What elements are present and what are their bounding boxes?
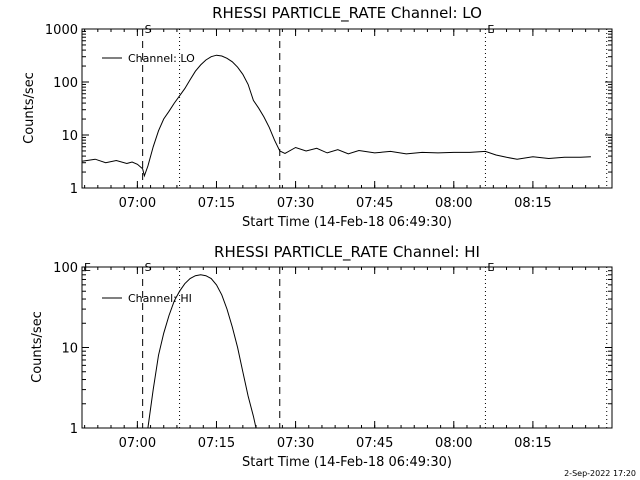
x-tick-label: 07:45 xyxy=(356,436,393,451)
tick-group: 07:00 07:15 07:30 07:45 08:00 08:15 1 10 100 xyxy=(53,261,612,451)
series-group xyxy=(81,54,591,178)
y-tick-label: 1 xyxy=(70,422,78,437)
date-stamp: 2-Sep-2022 17:20 xyxy=(564,469,636,478)
plot-frame xyxy=(81,266,613,429)
x-tick-label: 07:30 xyxy=(277,436,314,451)
lo-channel-plot: RHESSI PARTICLE_RATE Channel: LO Counts/… xyxy=(22,4,613,230)
x-tick-label: 08:00 xyxy=(435,436,472,451)
legend-label: Channel: LO xyxy=(128,52,195,65)
x-tick-label: 08:15 xyxy=(514,436,551,451)
legend: Channel: HI xyxy=(102,292,192,305)
x-tick-label: 07:00 xyxy=(119,436,156,451)
y-tick-label: 100 xyxy=(53,261,78,276)
x-axis-title: Start Time (14-Feb-18 06:49:30) xyxy=(242,455,452,470)
x-tick-label: 07:15 xyxy=(198,436,235,451)
y-tick-label: 1 xyxy=(70,182,78,197)
plot-title: RHESSI PARTICLE_RATE Channel: LO xyxy=(212,4,482,23)
y-tick-label: 10 xyxy=(61,342,78,357)
hi-channel-plot: RHESSI PARTICLE_RATE Channel: HI Counts/… xyxy=(30,243,613,470)
x-tick-label: 07:30 xyxy=(277,196,314,211)
series-line xyxy=(81,54,591,178)
x-tick-label: 07:45 xyxy=(356,196,393,211)
x-tick-label: 07:00 xyxy=(119,196,156,211)
x-tick-label: 08:00 xyxy=(435,196,472,211)
y-axis-title: Counts/sec xyxy=(30,311,45,383)
x-axis-title: Start Time (14-Feb-18 06:49:30) xyxy=(242,215,452,230)
tick-group: 07:00 07:15 07:30 07:45 08:00 08:15 1 10 100 1000 xyxy=(45,23,612,211)
legend: Channel: LO xyxy=(102,52,195,65)
y-tick-label: 1000 xyxy=(45,23,78,38)
series-group xyxy=(147,274,257,429)
plot-frame xyxy=(81,28,613,189)
x-tick-label: 08:15 xyxy=(514,196,551,211)
series-line xyxy=(147,274,257,429)
y-tick-label: 100 xyxy=(53,76,78,91)
y-tick-label: 10 xyxy=(61,129,78,144)
x-tick-label: 07:15 xyxy=(198,196,235,211)
plot-title: RHESSI PARTICLE_RATE Channel: HI xyxy=(214,243,480,262)
legend-label: Channel: HI xyxy=(128,292,192,305)
y-axis-title: Counts/sec xyxy=(22,72,37,144)
